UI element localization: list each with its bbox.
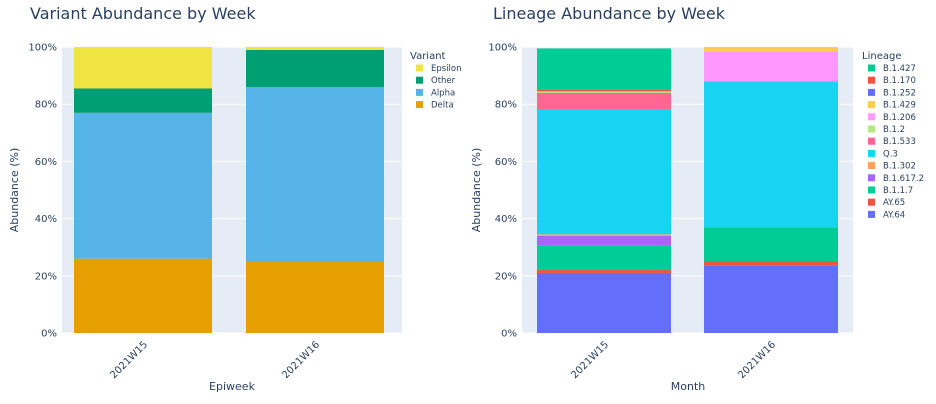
chart2-title: Lineage Abundance by Week: [493, 4, 726, 23]
chart1-legend-item: Epsilon: [431, 64, 462, 74]
chart2-x-axis-label: Month: [671, 380, 706, 393]
chart2-x-tick-label: 2021W16: [736, 339, 778, 381]
chart2-legend-swatch: [868, 137, 875, 145]
chart2-y-tick-label: 20%: [495, 271, 517, 282]
chart2-bar-segment: [537, 48, 671, 90]
chart2-bar-segment: [537, 270, 671, 273]
chart1-y-axis-label: Abundance (%): [8, 148, 21, 233]
chart2-legend-item: B.1.2: [883, 125, 905, 135]
chart1-legend-swatch: [416, 64, 423, 72]
chart2-bar-segment: [704, 227, 838, 262]
chart1-legend-item: Delta: [431, 101, 454, 111]
chart2-bar-segment: [537, 92, 671, 110]
chart1-legend-item: Other: [431, 76, 456, 86]
chart2-legend-swatch: [868, 76, 875, 84]
chart2-bar-segment: [537, 109, 671, 235]
chart2-legend-swatch: [868, 210, 875, 218]
chart1-y-tick-label: 80%: [35, 100, 57, 111]
chart2-legend-swatch: [868, 101, 875, 109]
chart2-legend-swatch: [868, 174, 875, 182]
chart2-legend-swatch: [868, 88, 875, 96]
chart2-legend-swatch: [868, 186, 875, 194]
chart1-x-tick-label: 2021W16: [280, 339, 322, 381]
chart2-legend-item: B.1.1.7: [883, 186, 913, 196]
chart2-bar-segment: [704, 261, 838, 266]
chart1-x-tick-label: 2021W15: [108, 339, 150, 381]
chart2-legend-swatch: [868, 125, 875, 133]
chart2-legend-item: B.1.170: [883, 76, 916, 86]
chart2-legend-item: B.1.429: [883, 101, 916, 111]
chart2-legend-item: AY.65: [883, 198, 905, 208]
chart2-legend-item: B.1.252: [883, 88, 916, 98]
chart2-bar-segment: [704, 51, 838, 82]
chart1-legend-swatch: [416, 76, 423, 84]
chart1-legend-title: Variant: [410, 51, 446, 62]
chart2-bar-segment: [704, 81, 838, 228]
chart1-bar-segment: [246, 261, 384, 333]
chart2-legend-title: Lineage: [862, 51, 901, 62]
chart1-bar-segment: [246, 49, 384, 88]
chart1-legend-swatch: [416, 88, 423, 96]
chart2-legend-item: B.1.617.2: [883, 174, 924, 184]
chart1-bar-segment: [74, 258, 212, 333]
chart2-bar-segment: [704, 265, 838, 333]
chart2-bar-segment: [537, 89, 671, 92]
chart1-legend-item: Alpha: [431, 88, 455, 98]
chart2-x-tick-label: 2021W15: [569, 339, 611, 381]
chart2-y-tick-label: 100%: [488, 43, 517, 54]
chart2-y-tick-label: 40%: [495, 214, 517, 225]
chart2-bar-segment: [537, 234, 671, 236]
chart1-title: Variant Abundance by Week: [30, 4, 256, 23]
chart1-y-tick-label: 40%: [35, 214, 57, 225]
chart2-y-axis-label: Abundance (%): [470, 148, 483, 233]
chart2-bar-segment: [537, 245, 671, 271]
chart1-y-tick-label: 60%: [35, 157, 57, 168]
chart2-legend-item: Q.3: [883, 149, 898, 159]
chart1-y-tick-label: 0%: [41, 329, 57, 340]
chart1-x-axis-label: Epiweek: [209, 380, 256, 393]
chart2-legend-swatch: [868, 149, 875, 157]
chart2-legend-swatch: [868, 113, 875, 121]
chart1-bar-segment: [246, 47, 384, 50]
chart2-y-tick-label: 0%: [501, 329, 517, 340]
chart2-legend-swatch: [868, 162, 875, 170]
chart1-bar-segment: [74, 112, 212, 259]
chart2-bar-segment: [704, 47, 838, 52]
chart2-y-tick-label: 60%: [495, 157, 517, 168]
chart1-legend-swatch: [416, 101, 423, 109]
chart1-y-tick-label: 100%: [28, 43, 57, 54]
chart2-y-tick-label: 80%: [495, 100, 517, 111]
chart2-legend-swatch: [868, 198, 875, 206]
chart2-bar-segment: [537, 272, 671, 333]
chart2-bar-segment: [537, 91, 671, 93]
chart2-legend-item: B.1.427: [883, 64, 916, 74]
chart1-y-tick-label: 20%: [35, 271, 57, 282]
chart1-bar-segment: [74, 47, 212, 89]
chart1-bar-segment: [246, 87, 384, 262]
chart2-legend-item: B.1.302: [883, 162, 916, 172]
chart2-legend-item: B.1.533: [883, 137, 916, 147]
chart2-legend-item: B.1.206: [883, 113, 916, 123]
chart2-bar-segment: [537, 235, 671, 246]
chart1-bar-segment: [74, 88, 212, 113]
chart2-legend-item: AY.64: [883, 210, 905, 220]
chart2-legend-swatch: [868, 64, 875, 72]
